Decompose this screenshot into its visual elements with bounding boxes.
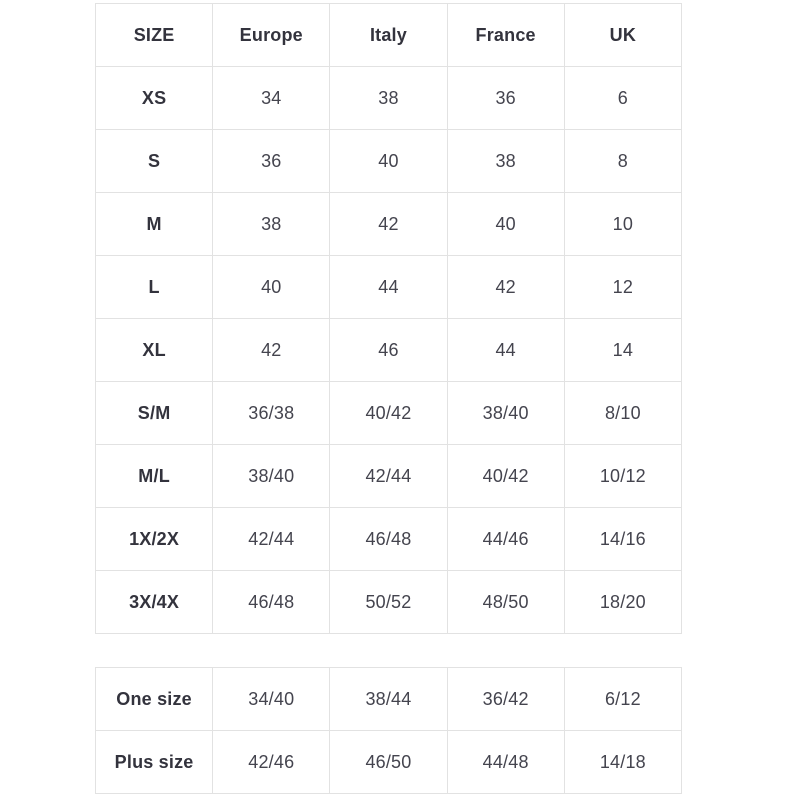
- table-cell: 44: [446, 318, 565, 382]
- table-cell: 40: [212, 255, 331, 319]
- row-label: S: [94, 129, 214, 193]
- table-cell: 44/46: [446, 507, 565, 571]
- table-cell: 18/20: [563, 570, 683, 634]
- table-cell: 42/46: [212, 730, 331, 794]
- size-table-header: SIZE Europe Italy France UK: [94, 3, 683, 67]
- table-row: Plus size 42/46 46/50 44/48 14/18: [94, 730, 683, 794]
- table-row: One size 34/40 38/44 36/42 6/12: [94, 667, 683, 731]
- table-row: XL 42 46 44 14: [94, 318, 683, 382]
- table-cell: 14/16: [563, 507, 683, 571]
- special-sizes-table: One size 34/40 38/44 36/42 6/12 Plus size 42/4…: [94, 667, 683, 794]
- table-cell: 34/40: [212, 667, 331, 731]
- table-cell: 38: [446, 129, 565, 193]
- row-label: Plus size: [94, 730, 214, 794]
- table-cell: 38/40: [446, 381, 565, 445]
- table-cell: 46: [329, 318, 448, 382]
- table-cell: 42: [212, 318, 331, 382]
- table-cell: 6: [563, 66, 683, 130]
- table-cell: 10/12: [563, 444, 683, 508]
- table-cell: 8/10: [563, 381, 683, 445]
- row-label: M: [94, 192, 214, 256]
- row-label: One size: [94, 667, 214, 731]
- special-sizes-table-body: One size 34/40 38/44 36/42 6/12 Plus size 42/4…: [94, 667, 683, 794]
- table-row: S/M 36/38 40/42 38/40 8/10: [94, 381, 683, 445]
- table-cell: 42: [329, 192, 448, 256]
- size-table-body: XS 34 38 36 6 S 36 40 38 8 M 38 42 40 10 L 40 44 42 12 XL 42 4…: [94, 66, 683, 634]
- table-cell: 6/12: [563, 667, 683, 731]
- row-label: 3X/4X: [94, 570, 214, 634]
- table-cell: 46/48: [212, 570, 331, 634]
- table-cell: 44/48: [446, 730, 565, 794]
- row-label: M/L: [94, 444, 214, 508]
- header-row: SIZE Europe Italy France UK: [94, 3, 683, 67]
- table-row: L 40 44 42 12: [94, 255, 683, 319]
- col-header-uk: UK: [563, 3, 683, 67]
- table-row: M 38 42 40 10: [94, 192, 683, 256]
- table-cell: 42/44: [212, 507, 331, 571]
- table-cell: 44: [329, 255, 448, 319]
- table-cell: 34: [212, 66, 331, 130]
- row-label: XS: [94, 66, 214, 130]
- table-cell: 14: [563, 318, 683, 382]
- table-row: 3X/4X 46/48 50/52 48/50 18/20: [94, 570, 683, 634]
- table-cell: 38: [329, 66, 448, 130]
- table-cell: 36/42: [446, 667, 565, 731]
- table-row: 1X/2X 42/44 46/48 44/46 14/16: [94, 507, 683, 571]
- table-row: S 36 40 38 8: [94, 129, 683, 193]
- table-cell: 46/50: [329, 730, 448, 794]
- table-cell: 38/44: [329, 667, 448, 731]
- table-cell: 42: [446, 255, 565, 319]
- col-header-italy: Italy: [329, 3, 448, 67]
- table-cell: 12: [563, 255, 683, 319]
- table-cell: 36/38: [212, 381, 331, 445]
- table-cell: 36: [212, 129, 331, 193]
- row-label: 1X/2X: [94, 507, 214, 571]
- table-cell: 40/42: [329, 381, 448, 445]
- table-cell: 8: [563, 129, 683, 193]
- table-cell: 10: [563, 192, 683, 256]
- table-cell: 40: [446, 192, 565, 256]
- size-conversion-table: SIZE Europe Italy France UK XS 34 38 36 6 S 36…: [94, 3, 683, 634]
- table-cell: 38/40: [212, 444, 331, 508]
- table-cell: 38: [212, 192, 331, 256]
- table-cell: 48/50: [446, 570, 565, 634]
- table-cell: 42/44: [329, 444, 448, 508]
- table-cell: 46/48: [329, 507, 448, 571]
- table-cell: 36: [446, 66, 565, 130]
- row-label: XL: [94, 318, 214, 382]
- table-row: XS 34 38 36 6: [94, 66, 683, 130]
- table-cell: 40: [329, 129, 448, 193]
- row-label: L: [94, 255, 214, 319]
- col-header-size: SIZE: [94, 3, 214, 67]
- table-row: M/L 38/40 42/44 40/42 10/12: [94, 444, 683, 508]
- table-cell: 40/42: [446, 444, 565, 508]
- col-header-france: France: [446, 3, 565, 67]
- col-header-europe: Europe: [212, 3, 331, 67]
- table-cell: 14/18: [563, 730, 683, 794]
- table-cell: 50/52: [329, 570, 448, 634]
- row-label: S/M: [94, 381, 214, 445]
